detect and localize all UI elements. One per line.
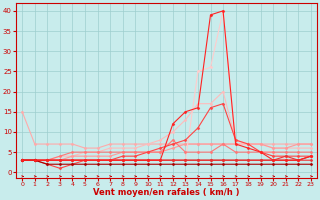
X-axis label: Vent moyen/en rafales ( km/h ): Vent moyen/en rafales ( km/h ): [93, 188, 240, 197]
